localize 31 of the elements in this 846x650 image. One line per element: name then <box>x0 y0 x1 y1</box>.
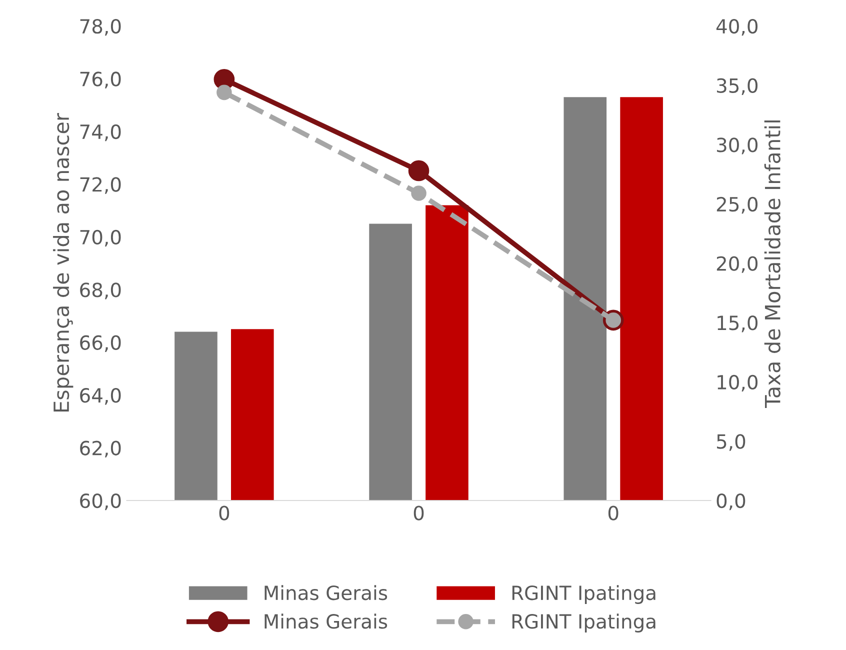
y2-tick-label: 0,0 <box>716 493 746 510</box>
y-tick-label: 62,0 <box>80 440 121 458</box>
y-axis-title: Esperança de vida ao nascer <box>53 112 74 412</box>
x-tick-label: 0 <box>219 506 230 520</box>
y2-tick-label: 40,0 <box>716 18 758 36</box>
y2-tick-label: 35,0 <box>716 78 758 95</box>
y-tick-label: 70,0 <box>80 230 121 247</box>
y2-tick-label: 10,0 <box>718 374 758 392</box>
y2-tick-label: 25,0 <box>716 196 758 214</box>
legend-label: RGINT Ipatinga <box>512 614 656 632</box>
y-tick-label: 74,0 <box>80 124 121 142</box>
y2-tick-label: 20,0 <box>716 256 758 273</box>
y-tick-label: 64,0 <box>80 388 121 405</box>
y2-tick-label: 5,0 <box>717 434 746 451</box>
legend-label: RGINT Ipatinga <box>512 585 656 604</box>
point <box>411 186 426 201</box>
y-tick-label: 76,0 <box>80 72 121 88</box>
y-tick-label: 66,0 <box>80 335 121 352</box>
y-tick-label: 60,0 <box>80 493 121 510</box>
x-tick-label: 0 <box>414 506 424 520</box>
point <box>408 160 430 182</box>
y2-axis-title: Taxa de Mortalidade Infantil <box>764 120 780 408</box>
y2-tick-label: 15,0 <box>718 316 758 332</box>
point <box>216 84 232 100</box>
x-tick-label: 0 <box>608 506 618 520</box>
y-tick-label: 78,0 <box>80 18 121 36</box>
y-tick-label: 72,0 <box>80 177 121 194</box>
legend-label: Minas Gerais <box>264 585 388 600</box>
legend-label: Minas Gerais <box>264 614 388 629</box>
y2-tick-label: 30,0 <box>716 138 758 154</box>
y-tick-label: 68,0 <box>80 282 121 300</box>
